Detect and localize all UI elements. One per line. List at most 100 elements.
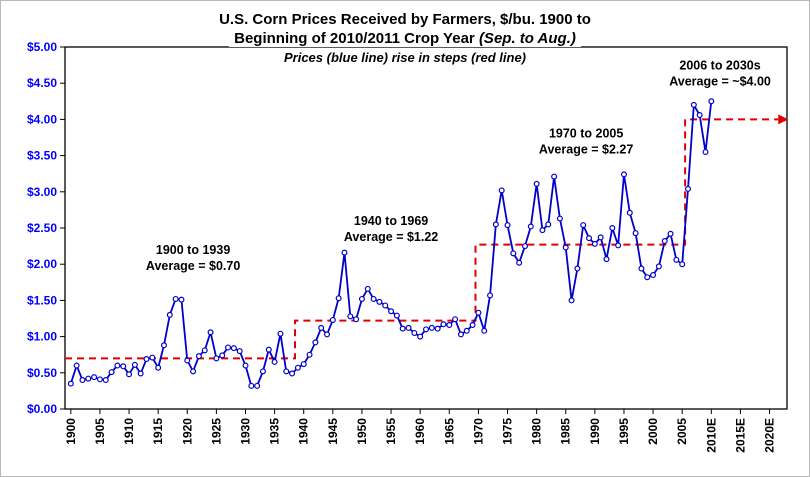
price-point-marker [73,362,80,369]
x-axis-tick-label: 1920 [180,418,194,445]
price-point-marker [324,331,331,338]
x-axis-tick-label: 1940 [297,418,311,445]
price-point-marker [487,292,494,299]
price-point-marker [155,364,162,371]
x-axis-tick-label: 1955 [384,418,398,445]
price-point-marker [673,256,680,263]
price-point-marker [469,322,476,329]
price-point-marker [626,209,633,216]
price-point-marker [498,187,505,194]
y-axis-tick-label: $0.50 [27,366,57,380]
price-point-marker [405,324,412,331]
x-axis-tick-label: 1915 [151,418,165,445]
x-axis-tick-label: 2015E [733,418,747,453]
price-point-marker [160,342,167,349]
price-point-marker [318,324,325,331]
price-point-marker [417,333,424,340]
price-point-marker [492,221,499,228]
price-point-marker [434,325,441,332]
price-point-marker [545,221,552,228]
price-point-marker [551,173,558,180]
price-point-marker [341,249,348,256]
price-point-marker [370,295,377,302]
price-point-marker [277,330,284,337]
chart-title-line-2: Beginning of 2010/2011 Crop Year (Sep. t… [1,29,809,48]
x-axis-tick-label: 1980 [530,418,544,445]
x-axis-tick-label: 2005 [675,418,689,445]
price-point-marker [219,352,226,359]
y-axis-tick-label: $0.00 [27,402,57,416]
price-point-marker [207,329,214,336]
period-annotation: 1940 to 1969 Average = $1.22 [344,214,438,244]
price-point-marker [539,227,546,234]
price-point-marker [527,223,534,230]
price-point-marker [213,355,220,362]
chart-title-text-2-main: Beginning of 2010/2011 Crop Year [234,30,475,47]
x-axis-tick-label: 1925 [209,418,223,445]
price-point-marker [166,311,173,318]
x-axis-tick-label: 1995 [617,418,631,445]
chart-title-block: U.S. Corn Prices Received by Farmers, $/… [1,10,809,67]
price-point-marker [79,377,86,384]
price-point-marker [690,101,697,108]
price-point-marker [236,348,243,355]
price-point-marker [178,296,185,303]
price-point-marker [556,215,563,222]
plot-frame [64,46,788,410]
price-point-marker [510,250,517,257]
step-line-arrowhead-icon [778,114,789,125]
period-annotation: 2006 to 2030s Average = ~$4.00 [669,58,771,88]
x-axis-tick-label: 1950 [355,418,369,445]
price-point-marker [312,339,319,346]
chart-subtitle-line: Prices (blue line) rise in steps (red li… [1,48,809,67]
price-point-marker [661,238,668,245]
price-point-marker [289,370,296,377]
price-point-marker [568,297,575,304]
price-point-marker [102,377,109,384]
price-point-marker [364,285,371,292]
price-point-marker [393,312,400,319]
price-point-marker [685,185,692,192]
price-point-marker [597,234,604,241]
x-axis-tick-label: 2020E [763,418,777,453]
price-point-marker [137,370,144,377]
price-point-marker [184,357,191,364]
y-axis-tick-label: $4.00 [27,112,57,126]
x-axis-tick-label: 1970 [471,418,485,445]
price-point-marker [452,316,459,323]
price-point-marker [655,263,662,270]
y-axis-tick-label: $4.50 [27,76,57,90]
price-point-marker [149,354,156,361]
chart-title-line-1: U.S. Corn Prices Received by Farmers, $/… [1,10,809,29]
price-point-marker [358,295,365,302]
price-point-marker [190,368,197,375]
price-point-marker [399,325,406,332]
price-point-marker [172,295,179,302]
price-point-marker [283,368,290,375]
x-axis-tick-label: 1945 [326,418,340,445]
price-point-marker [91,374,98,381]
price-point-marker [644,274,651,281]
price-point-marker [347,313,354,320]
price-point-marker [632,230,639,237]
price-point-marker [259,368,266,375]
price-point-marker [457,331,464,338]
chart-subtitle-text: Prices (blue line) rise in steps (red li… [278,50,532,65]
x-axis-tick-label: 1975 [501,418,515,445]
price-point-marker [440,321,447,328]
price-point-marker [533,180,540,187]
price-point-marker [376,298,383,305]
price-point-marker [475,309,482,316]
price-point-marker [85,375,92,382]
price-point-marker [254,382,261,389]
y-axis-tick-label: $3.00 [27,185,57,199]
x-axis-tick-label: 2000 [646,418,660,445]
price-point-marker [679,261,686,268]
price-point-marker [67,380,74,387]
x-axis-tick-label: 1905 [93,418,107,445]
x-axis-tick-label: 1935 [268,418,282,445]
price-point-marker [131,361,138,368]
price-point-marker [225,344,232,351]
price-point-marker [108,369,115,376]
